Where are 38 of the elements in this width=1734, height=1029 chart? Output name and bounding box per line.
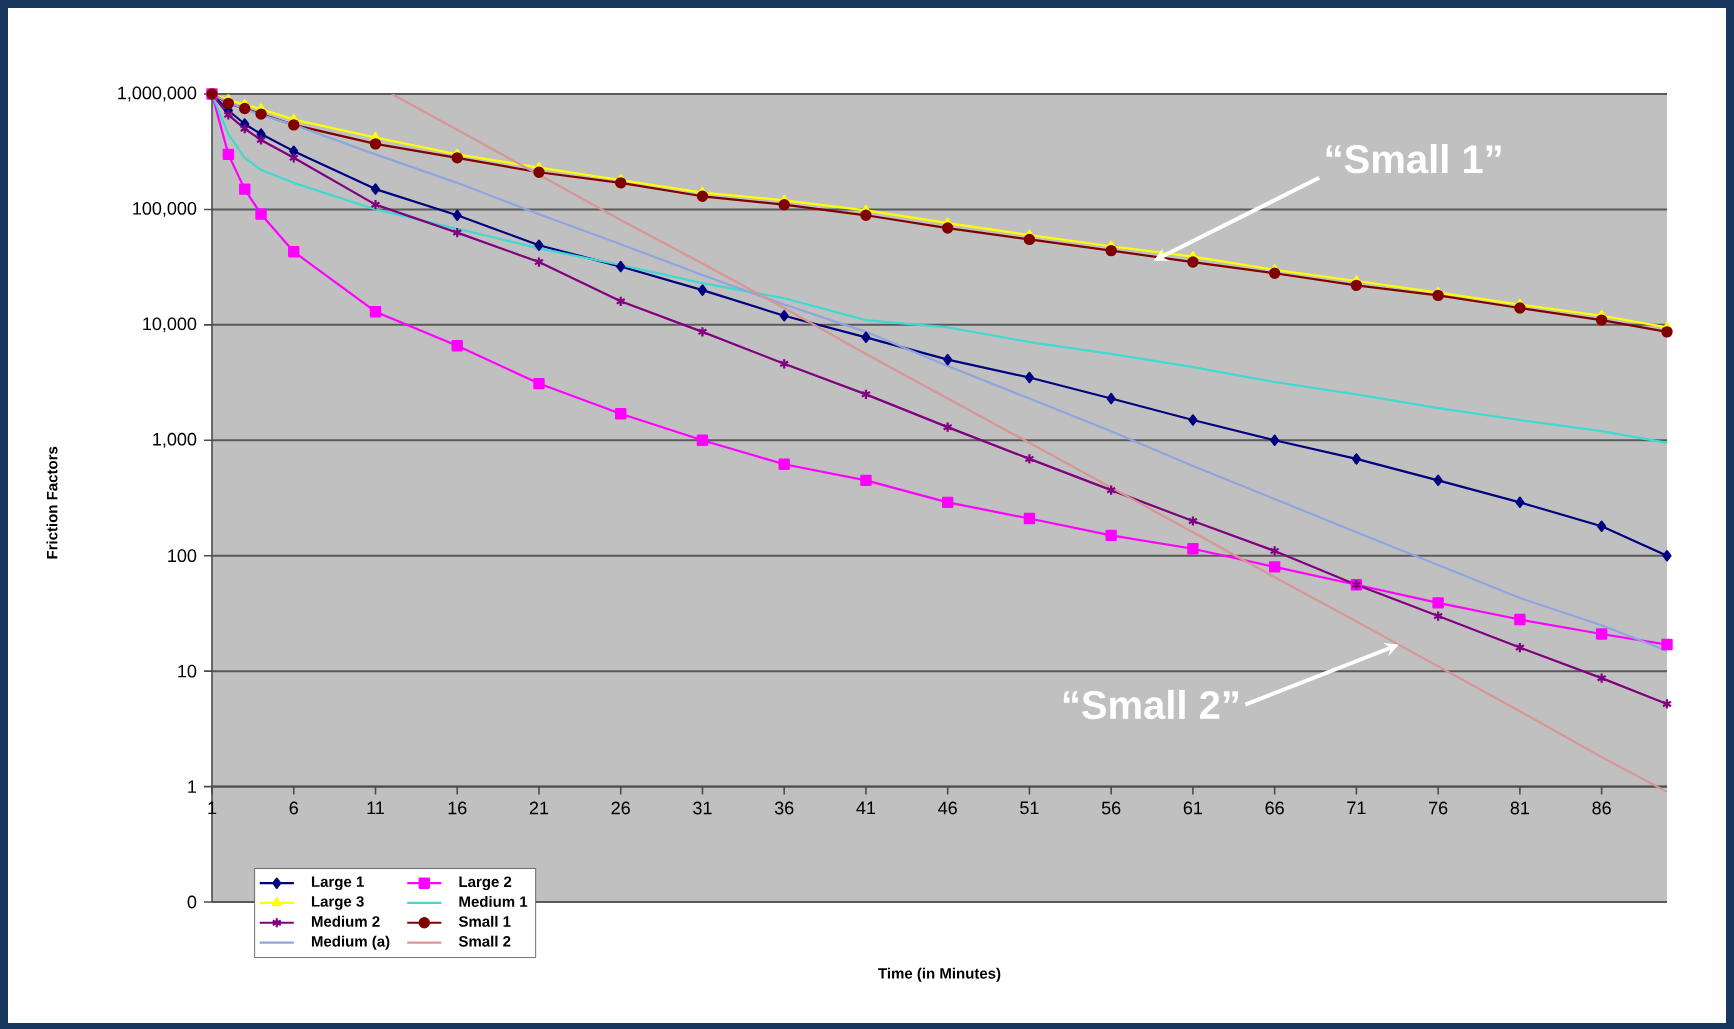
x-tick-label: 66 <box>1265 801 1284 815</box>
x-tick-label: 46 <box>938 801 957 815</box>
x-tick-label: 86 <box>1592 801 1611 815</box>
legend-label: Small 1 <box>458 915 511 927</box>
x-tick-label: 51 <box>1020 801 1039 815</box>
y-tick-label: 1,000,000 <box>118 86 197 102</box>
legend-label: Large 3 <box>311 896 364 910</box>
x-tick-label: 21 <box>529 801 549 815</box>
x-tick-label: 61 <box>1183 801 1203 815</box>
x-tick-label: 31 <box>693 801 712 815</box>
x-tick-label: 11 <box>367 801 384 815</box>
x-tick-label: 16 <box>448 801 467 815</box>
legend-label: Large 2 <box>459 876 512 891</box>
legend-label: Small 2 <box>458 935 511 947</box>
x-tick-label: 71 <box>1347 801 1366 815</box>
y-tick-label: 10 <box>178 664 197 678</box>
x-tick-label: 1 <box>208 801 217 815</box>
y-tick-label: 0 <box>187 895 197 909</box>
x-axis-title: Time (in Minutes) <box>878 967 1001 982</box>
legend-label: Medium 2 <box>311 915 380 927</box>
y-tick-label: 1 <box>188 780 197 793</box>
y-tick-label: 100,000 <box>133 201 197 217</box>
y-tick-label: 100 <box>168 549 197 563</box>
legend-label: Medium (a) <box>311 935 390 950</box>
x-tick-label: 56 <box>1101 801 1121 815</box>
x-tick-label: 6 <box>289 801 298 815</box>
legend-label: Medium 1 <box>459 895 528 907</box>
x-tick-label: 36 <box>774 801 794 815</box>
y-tick-label: 10,000 <box>143 317 197 333</box>
x-tick-label: 76 <box>1429 801 1448 815</box>
x-tick-label: 26 <box>611 801 630 815</box>
x-tick-label: 81 <box>1510 801 1529 815</box>
annotation: “Small 1” <box>1326 143 1501 174</box>
x-tick-label: 41 <box>856 801 876 815</box>
legend-label: Large 1 <box>311 876 364 891</box>
y-axis-title: Friction Factors <box>46 446 58 559</box>
annotation: “Small 2” <box>1063 689 1238 720</box>
y-tick-label: 1,000 <box>153 432 197 448</box>
